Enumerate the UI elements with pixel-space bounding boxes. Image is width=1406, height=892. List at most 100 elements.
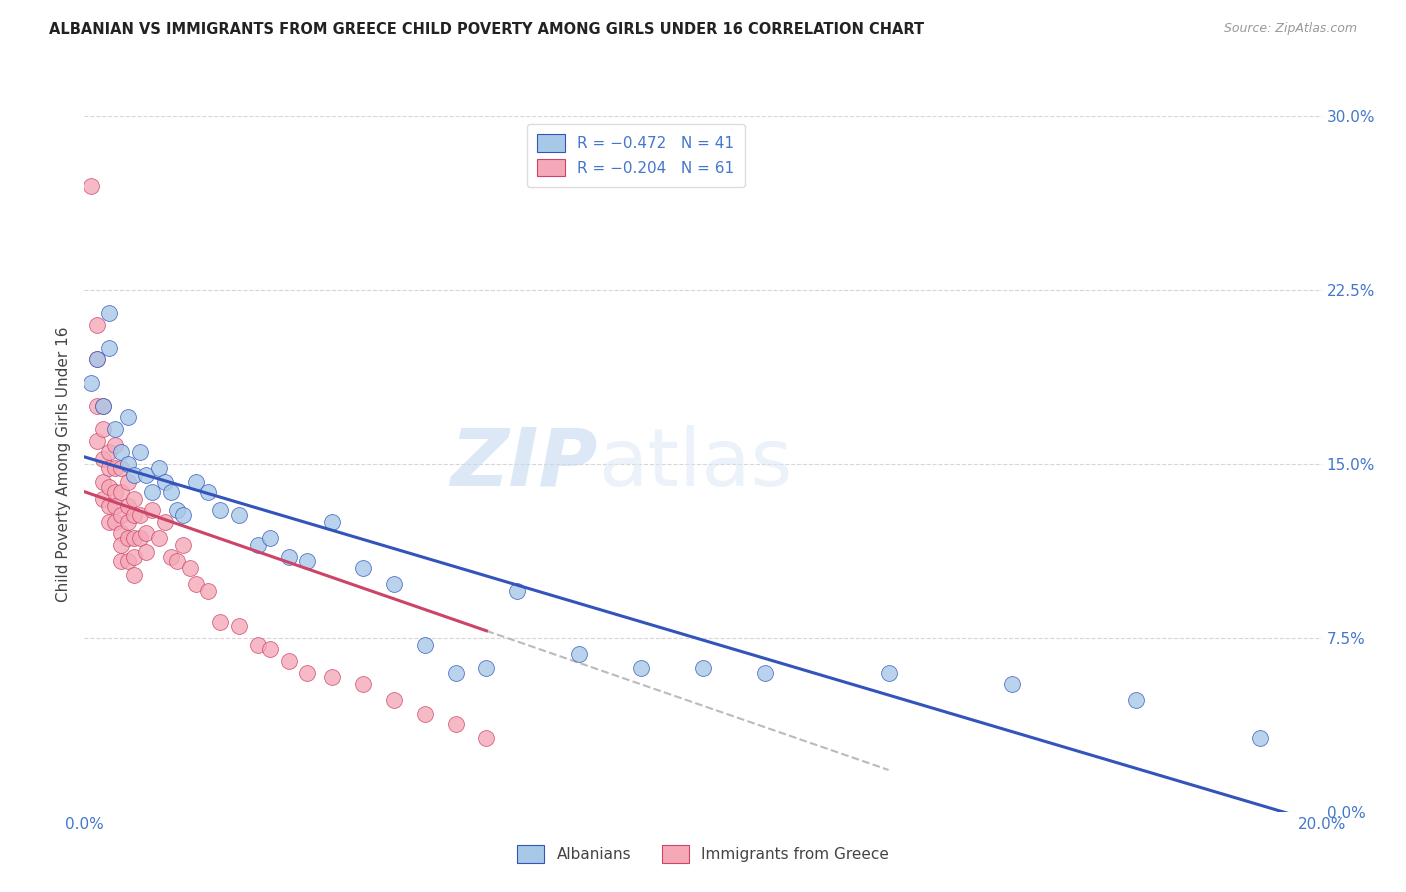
Point	[413, 638, 436, 652]
Point	[444, 665, 467, 680]
Point	[172, 508, 194, 522]
Point	[122, 549, 145, 564]
Point	[98, 461, 121, 475]
Point	[246, 538, 269, 552]
Point	[86, 352, 108, 367]
Point	[295, 665, 318, 680]
Point	[166, 554, 188, 568]
Y-axis label: Child Poverty Among Girls Under 16: Child Poverty Among Girls Under 16	[56, 326, 72, 601]
Point	[382, 577, 405, 591]
Point	[1001, 677, 1024, 691]
Point	[98, 306, 121, 320]
Point	[129, 508, 152, 522]
Point	[104, 461, 127, 475]
Text: Source: ZipAtlas.com: Source: ZipAtlas.com	[1223, 22, 1357, 36]
Point	[179, 561, 201, 575]
Point	[122, 508, 145, 522]
Point	[246, 638, 269, 652]
Point	[160, 484, 183, 499]
Point	[321, 515, 343, 529]
Point	[1249, 731, 1271, 745]
Point	[91, 491, 114, 506]
Point	[153, 515, 176, 529]
Point	[122, 568, 145, 582]
Point	[141, 503, 163, 517]
Point	[475, 731, 498, 745]
Point	[110, 538, 132, 552]
Text: ALBANIAN VS IMMIGRANTS FROM GREECE CHILD POVERTY AMONG GIRLS UNDER 16 CORRELATIO: ALBANIAN VS IMMIGRANTS FROM GREECE CHILD…	[49, 22, 924, 37]
Point	[197, 584, 219, 599]
Legend: Albanians, Immigrants from Greece: Albanians, Immigrants from Greece	[506, 835, 900, 873]
Point	[117, 515, 139, 529]
Point	[86, 399, 108, 413]
Point	[104, 484, 127, 499]
Point	[228, 508, 250, 522]
Point	[104, 422, 127, 436]
Point	[79, 178, 101, 193]
Point	[117, 457, 139, 471]
Point	[166, 503, 188, 517]
Point	[148, 461, 170, 475]
Point	[110, 461, 132, 475]
Point	[197, 484, 219, 499]
Point	[104, 515, 127, 529]
Point	[160, 549, 183, 564]
Point	[277, 549, 299, 564]
Text: atlas: atlas	[598, 425, 792, 503]
Point	[122, 491, 145, 506]
Point	[98, 341, 121, 355]
Point	[277, 654, 299, 668]
Point	[91, 452, 114, 467]
Point	[117, 499, 139, 513]
Point	[135, 526, 157, 541]
Point	[91, 399, 114, 413]
Point	[104, 499, 127, 513]
Point	[98, 445, 121, 459]
Point	[110, 484, 132, 499]
Point	[568, 647, 591, 661]
Text: ZIP: ZIP	[450, 425, 598, 503]
Point	[129, 445, 152, 459]
Point	[104, 438, 127, 452]
Point	[91, 399, 114, 413]
Point	[117, 410, 139, 425]
Point	[506, 584, 529, 599]
Point	[475, 661, 498, 675]
Point	[754, 665, 776, 680]
Point	[153, 475, 176, 490]
Point	[110, 554, 132, 568]
Point	[184, 475, 207, 490]
Point	[692, 661, 714, 675]
Point	[172, 538, 194, 552]
Point	[135, 545, 157, 559]
Point	[122, 531, 145, 545]
Point	[86, 434, 108, 448]
Point	[209, 615, 232, 629]
Point	[110, 526, 132, 541]
Point	[321, 670, 343, 684]
Point	[413, 707, 436, 722]
Point	[91, 475, 114, 490]
Point	[295, 554, 318, 568]
Point	[117, 475, 139, 490]
Point	[98, 480, 121, 494]
Point	[352, 561, 374, 575]
Point	[91, 422, 114, 436]
Point	[135, 468, 157, 483]
Point	[259, 642, 281, 657]
Point	[184, 577, 207, 591]
Point	[141, 484, 163, 499]
Point	[110, 445, 132, 459]
Point	[110, 508, 132, 522]
Point	[117, 554, 139, 568]
Point	[98, 515, 121, 529]
Point	[98, 499, 121, 513]
Point	[228, 619, 250, 633]
Point	[1125, 693, 1147, 707]
Point	[129, 531, 152, 545]
Point	[630, 661, 652, 675]
Point	[79, 376, 101, 390]
Point	[209, 503, 232, 517]
Point	[444, 716, 467, 731]
Point	[259, 531, 281, 545]
